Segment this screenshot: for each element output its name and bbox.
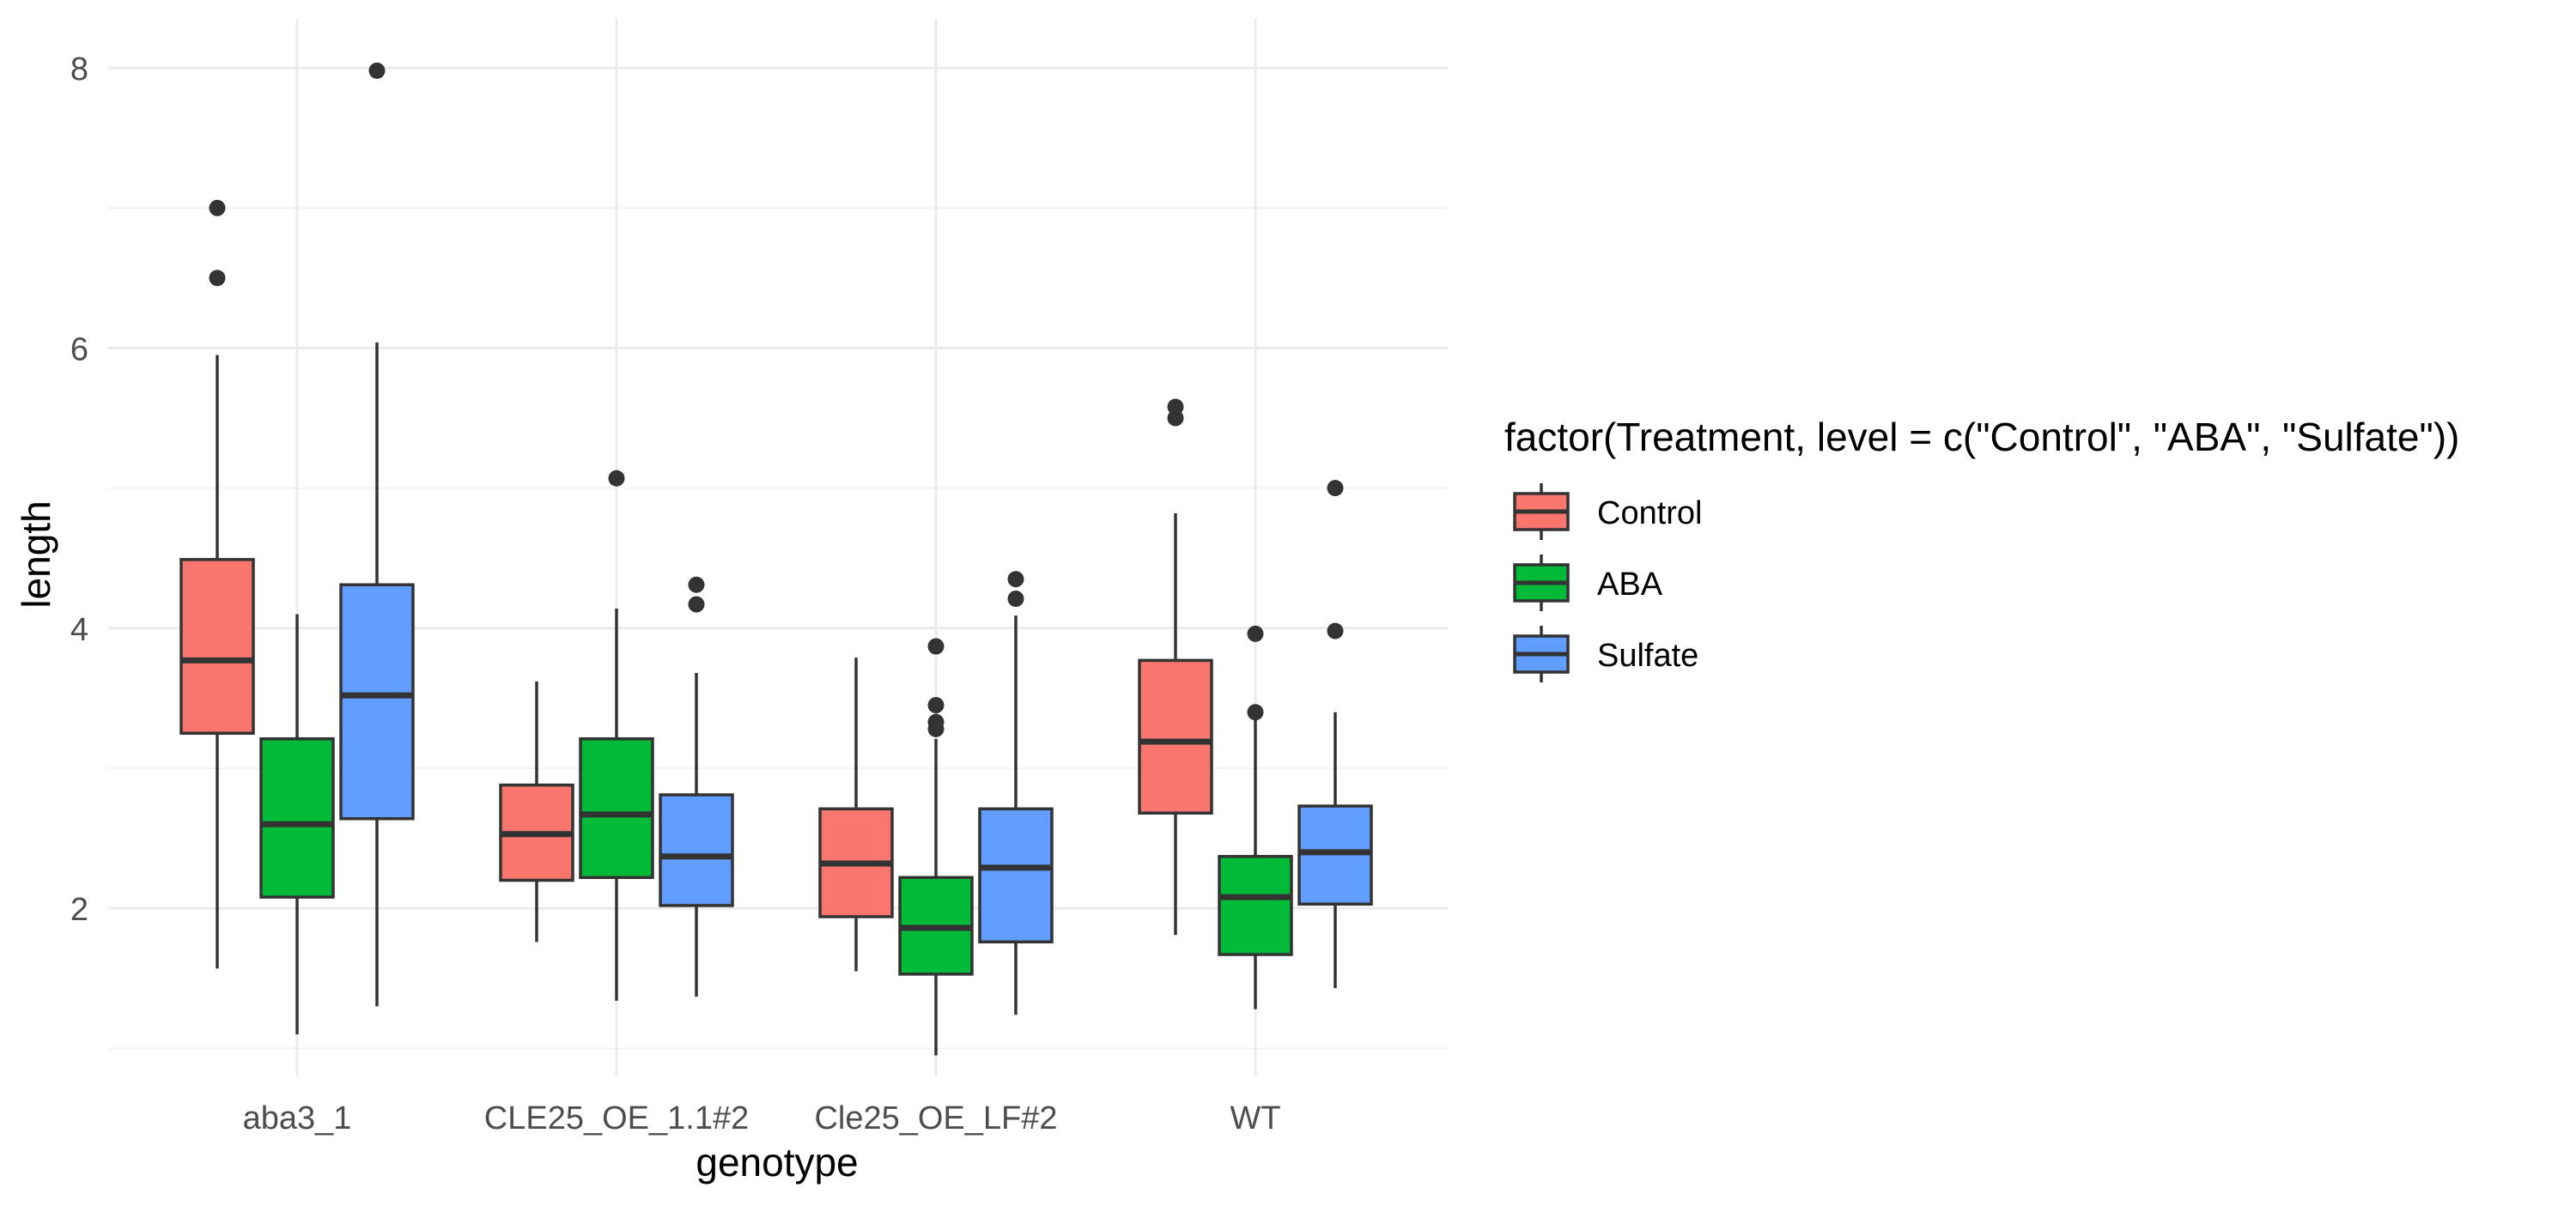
legend-label: Sulfate [1597,638,1698,674]
outlier-point [927,713,945,730]
y-tick-label: 4 [70,612,88,648]
legend-item-aba: ABA [1513,555,1663,611]
outlier-point [1007,571,1024,588]
y-axis-ticks: 2 4 6 8 [70,52,88,928]
y-tick-label: 2 [70,892,88,928]
box-aba-2 [898,638,974,1056]
box-iqr [579,736,654,880]
outlier-point [1327,622,1344,639]
box-sulfate-0 [339,62,415,1007]
legend-item-control: Control [1513,483,1703,540]
box-sulfate-3 [1297,480,1373,989]
outlier-point [688,596,705,613]
legend-item-sulfate: Sulfate [1513,626,1698,682]
legend: factor(Treatment, level = c("Control", "… [1504,415,2459,682]
y-axis-title: length [14,500,58,608]
box-iqr [1218,855,1293,956]
x-axis-ticks: aba3_1 CLE25_OE_1.1#2 Cle25_OE_LF#2 WT [243,1100,1281,1136]
box-iqr [978,807,1054,944]
box-control-0 [179,199,255,969]
legend-keys: Control ABA Sulfate [1513,483,1703,682]
outlier-point [927,697,945,714]
box-aba-3 [1218,625,1293,1009]
legend-label: ABA [1597,567,1663,603]
outlier-point [209,199,226,216]
box-series [179,62,1373,1056]
y-tick-label: 8 [70,52,88,88]
legend-label: Control [1597,495,1703,531]
outlier-point [1327,480,1344,497]
outlier-point [1247,625,1264,642]
box-aba-1 [579,470,654,1001]
x-tick-label: WT [1230,1100,1280,1136]
box-sulfate-1 [659,576,734,997]
box-iqr [659,793,734,907]
outlier-point [927,638,945,655]
box-sulfate-2 [978,571,1054,1015]
outlier-point [1007,591,1024,608]
y-tick-label: 6 [70,331,88,367]
x-tick-label: Cle25_OE_LF#2 [814,1100,1057,1136]
box-aba-0 [259,614,335,1035]
box-control-1 [499,681,574,942]
outlier-point [688,576,705,593]
box-control-3 [1138,398,1213,936]
box-iqr [259,736,335,899]
outlier-point [368,62,386,79]
legend-title: factor(Treatment, level = c("Control", "… [1504,415,2459,459]
box-iqr [1138,658,1213,815]
box-iqr [179,558,255,735]
outlier-point [1167,409,1184,427]
box-iqr [339,583,415,821]
outlier-point [1247,704,1264,721]
x-tick-label: aba3_1 [243,1100,352,1136]
box-control-2 [818,658,894,972]
outlier-point [1167,398,1184,415]
x-tick-label: CLE25_OE_1.1#2 [484,1100,749,1136]
outlier-point [209,270,226,287]
outlier-point [608,470,625,487]
x-axis-title: genotype [696,1140,858,1185]
